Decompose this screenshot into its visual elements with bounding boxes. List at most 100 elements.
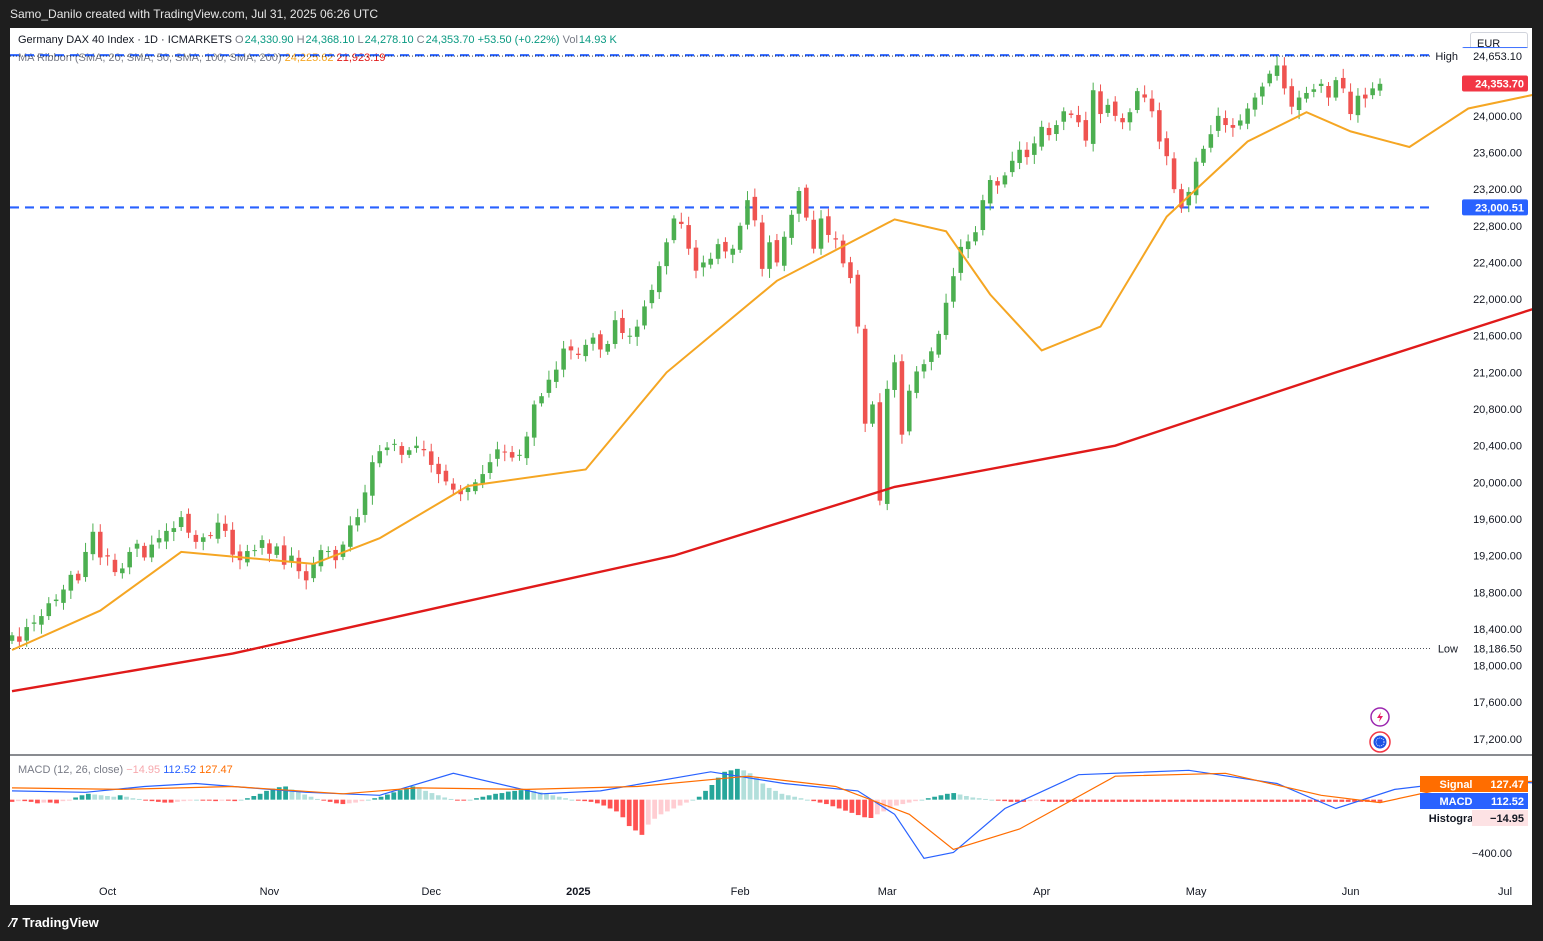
macd-histogram-bar [983, 798, 988, 800]
macd-histogram-bar [327, 799, 333, 802]
macd-histogram-bar [1212, 799, 1217, 802]
price-tick-label: 19,200.00 [1473, 551, 1522, 563]
flash-icon[interactable] [1370, 707, 1390, 727]
macd-histogram-bar [932, 796, 937, 800]
macd-histogram-bar [537, 792, 543, 800]
candle-body [230, 529, 235, 555]
chart-frame[interactable]: Germany DAX 40 Index · 1D · ICMARKETS O2… [10, 28, 1532, 905]
candle-body [495, 449, 500, 459]
macd-histogram-bar [391, 792, 397, 800]
macd-histogram-bar [569, 799, 575, 801]
macd-histogram-bar [817, 799, 823, 803]
candle-body [156, 538, 162, 543]
macd-histogram-bar [130, 798, 136, 800]
macd-histogram-bar [225, 799, 231, 801]
candle-body [1179, 189, 1184, 208]
candle-body [1370, 88, 1375, 96]
volume-label: Vol [562, 34, 578, 46]
macd-histogram-bar [105, 796, 110, 800]
macd-histogram-bar [601, 799, 607, 806]
candle-body [281, 545, 287, 565]
macd-name[interactable]: MACD (12, 26, close) [18, 764, 124, 776]
candle-body [642, 306, 647, 326]
macd-histogram-bar [849, 799, 855, 813]
macd-histogram-bar [1046, 799, 1052, 802]
macd-histogram-bar [22, 799, 28, 802]
bottom-bar: ⁄7 TradingView [0, 905, 1543, 941]
currency-button[interactable]: EUR [1470, 32, 1528, 54]
macd-tick-label: −400.00 [1472, 848, 1512, 860]
close-label: C [416, 34, 425, 46]
ma-ribbon-label[interactable]: MA Ribbon (SMA, 20, SMA, 50, SMA, 100, S… [18, 52, 282, 64]
macd-histogram-bar [372, 798, 378, 800]
candle-body [473, 482, 478, 492]
macd-tag-value-bg [1472, 793, 1528, 809]
candle-body [840, 240, 846, 264]
candle-body [546, 379, 552, 393]
candle-body [1237, 120, 1243, 126]
macd-histogram-bar [1352, 799, 1357, 802]
macd-histogram-bar [435, 795, 441, 800]
tradingview-logo[interactable]: ⁄7 TradingView [10, 915, 99, 930]
candle-body [1032, 143, 1037, 155]
high-label: High [1435, 51, 1458, 63]
macd-histogram-bar [448, 798, 454, 800]
candle-body [178, 517, 184, 528]
candle-body [1355, 95, 1361, 116]
candle-body [855, 274, 861, 327]
signal-tag-label-bg [1420, 776, 1472, 792]
macd-tag-label: MACD [1440, 796, 1473, 808]
candle-body [1105, 104, 1111, 113]
macd-histogram-bar [346, 799, 352, 804]
candle-body [980, 200, 986, 231]
candle-body [649, 289, 655, 304]
macd-histogram-bar [709, 785, 715, 800]
macd-histogram-bar [556, 796, 562, 800]
candle-body [789, 214, 794, 238]
candle-body [818, 218, 824, 249]
candle-body [1090, 90, 1096, 144]
histogram-tag-value-bg [1472, 810, 1528, 826]
candle-body [1164, 138, 1169, 157]
candle-body [61, 589, 66, 603]
candle-body [583, 344, 588, 357]
macd-histogram-bar [251, 796, 257, 800]
main-legend: Germany DAX 40 Index · 1D · ICMARKETS O2… [18, 34, 617, 46]
candle-body [237, 551, 243, 561]
candle-body [1318, 83, 1324, 87]
candle-body [406, 450, 412, 455]
candle-body [723, 241, 728, 252]
candle-body [245, 551, 250, 563]
time-tick-label: Apr [1033, 886, 1050, 898]
macd-histogram-bar [1301, 799, 1307, 802]
macd-histogram-bar [467, 799, 473, 801]
macd-histogram-bar [455, 799, 460, 801]
macd-histogram-bar [308, 796, 314, 800]
candle-body [627, 335, 633, 337]
macd-histogram-bar [385, 794, 390, 800]
macd-histogram-bar [1104, 799, 1109, 802]
candle-body [1377, 83, 1383, 91]
globe-icon[interactable] [1369, 731, 1391, 753]
macd-histogram-bar [232, 799, 238, 802]
candle-body [362, 492, 368, 515]
symbol-label[interactable]: Germany DAX 40 Index · 1D · ICMARKETS [18, 34, 232, 46]
macd-histogram-bar [289, 789, 295, 800]
macd-histogram-bar [302, 794, 308, 800]
candle-body [333, 549, 338, 561]
macd-histogram-bar [1097, 799, 1103, 802]
last-price-tag-bg [1462, 75, 1528, 92]
macd-histogram-bar [264, 790, 269, 800]
ma-legend: MA Ribbon (SMA, 20, SMA, 50, SMA, 100, S… [18, 52, 386, 64]
candle-body [605, 343, 611, 352]
sma200-line [11, 308, 1532, 693]
candle-body [995, 181, 1000, 186]
candle-body [877, 402, 883, 501]
price-tick-label: 22,400.00 [1473, 257, 1522, 269]
candle-body [1112, 101, 1118, 116]
candle-body [90, 531, 96, 555]
macd-histogram-bar [480, 796, 486, 800]
candle-body [1208, 134, 1214, 148]
macd-histogram-bar [1294, 799, 1300, 802]
macd-histogram-bar [925, 798, 931, 800]
